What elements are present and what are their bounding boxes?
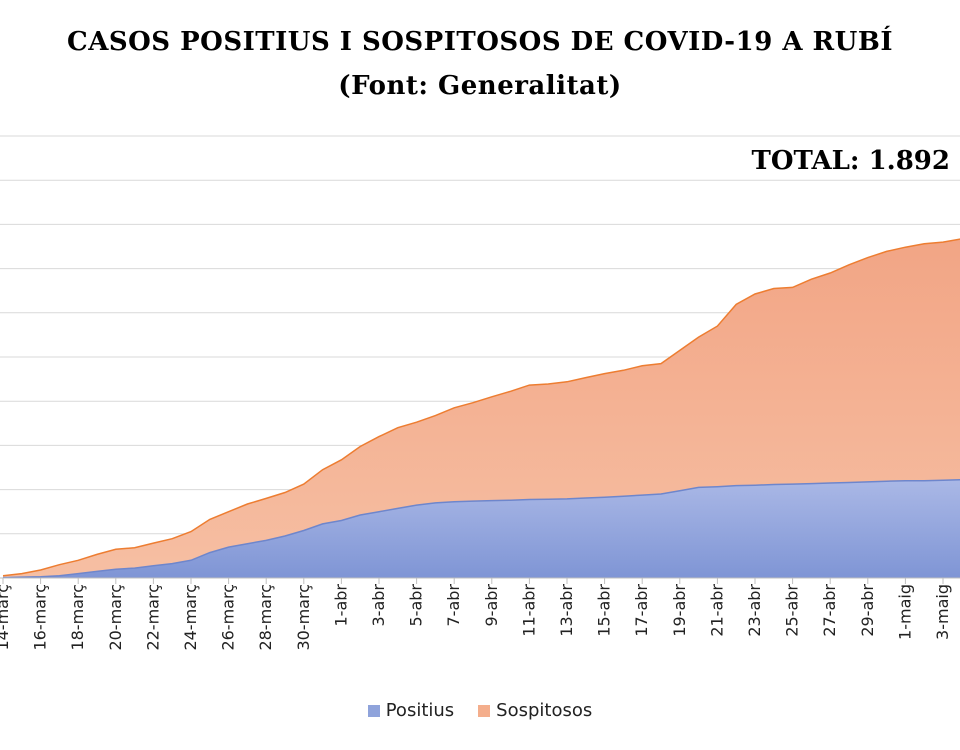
x-tick-label: 3-maig [933,584,952,640]
x-axis [0,577,960,584]
area-sospitosos [3,239,960,578]
chart-title: CASOS POSITIUS I SOSPITOSOS DE COVID-19 … [67,27,893,57]
x-tick-label: 14-març [0,584,12,651]
x-tick-labels: 14-març 16-març 18-març 20-març 22-març 24-ma… [0,584,952,651]
x-tick-label: 9-abr [482,584,501,627]
x-tick-label: 25-abr [783,584,802,637]
legend-swatch-positius [367,704,380,717]
area-positius [3,479,960,578]
x-tick-label: 3-abr [369,584,388,627]
x-tick-label: 15-abr [595,584,614,637]
chart-subtitle: (Font: Generalitat) [338,71,622,101]
line-sospitosos [2,238,960,577]
legend-item-positius: Positius [367,700,455,721]
x-tick-label: 21-abr [707,584,726,637]
x-tick-label: 17-abr [632,584,651,637]
legend-label-positius: Positius [385,700,455,721]
x-tick-label: 19-abr [670,584,689,637]
legend-swatch-sospitosos [478,704,491,717]
x-tick-label: 22-març [143,584,162,651]
x-tick-label: 1-maig [895,584,914,640]
legend-label-sospitosos: Sospitosos [496,700,593,721]
x-tick-label: 23-abr [745,584,764,637]
x-tick-label: 20-març [106,584,125,651]
x-tick-label: 30-març [294,584,313,651]
total-annotation: TOTAL: 1.892 [751,146,950,176]
x-tick-label: 1-abr [331,584,350,627]
x-tick-label: 18-març [68,584,87,651]
x-tick-label: 5-abr [407,584,426,627]
x-tick-label: 13-abr [557,584,576,637]
x-tick-label: 11-abr [519,584,538,637]
legend: Positius Sospitosos [0,700,960,721]
x-tick-label: 7-abr [444,584,463,627]
plot-area: 14-març 16-març 18-març 20-març 22-març 24-ma… [0,135,960,651]
legend-item-sospitosos: Sospitosos [478,700,592,721]
line-positius [2,479,960,579]
x-tick-label: 26-març [219,584,238,651]
x-tick-label: 24-març [181,584,200,651]
series-lines [2,238,960,579]
x-tick-label: 16-març [31,584,50,651]
x-tick-label: 28-març [256,584,275,651]
x-tick-label: 29-abr [858,584,877,637]
x-tick-label: 27-abr [820,584,839,637]
area-series [3,239,960,578]
